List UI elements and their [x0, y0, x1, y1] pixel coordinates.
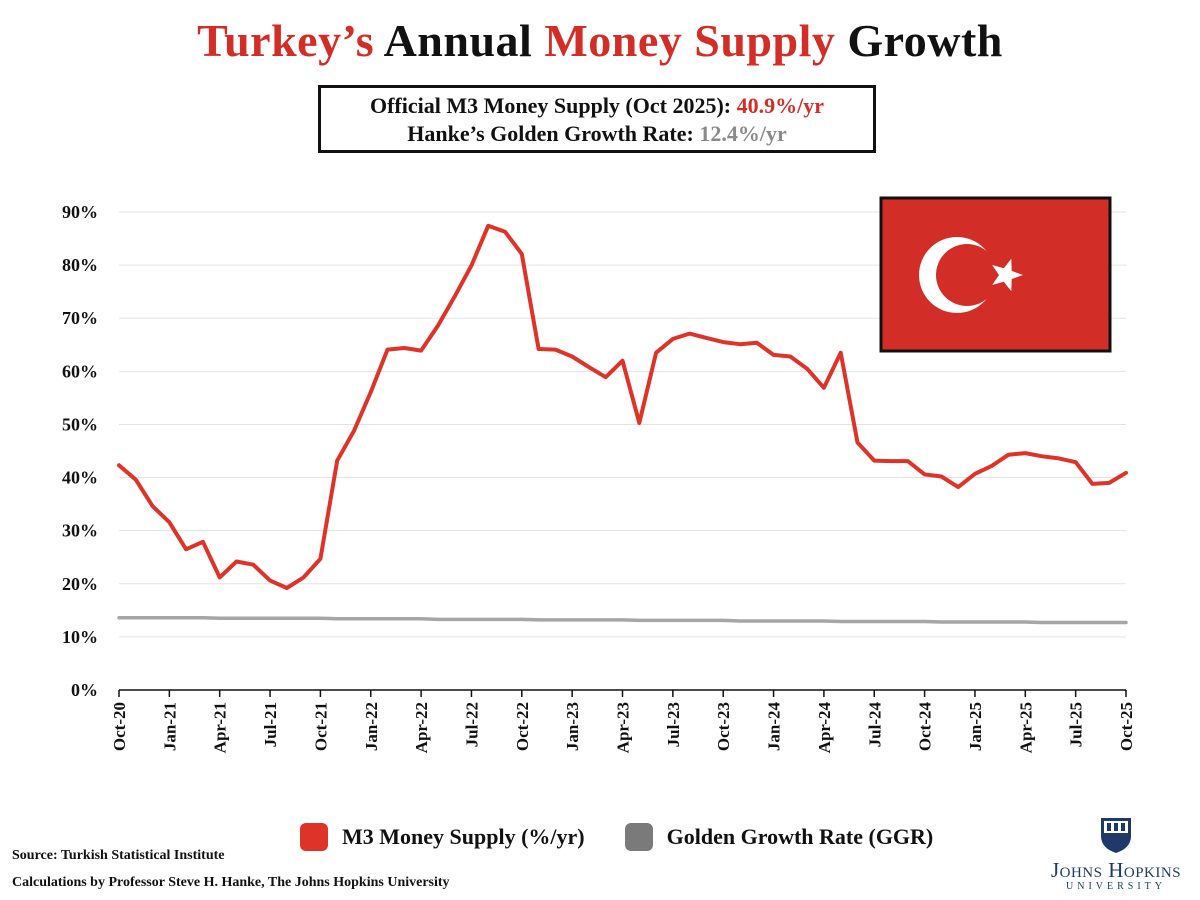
jhu-university: UNIVERSITY — [1066, 881, 1166, 892]
info-box: Official M3 Money Supply (Oct 2025): 40.… — [318, 85, 876, 153]
legend-swatch-m3 — [300, 823, 328, 851]
ggr-label: Hanke’s Golden Growth Rate: — [407, 121, 700, 146]
x-tick-label: Jan-25 — [966, 702, 985, 751]
y-tick-label: 50% — [62, 414, 98, 434]
y-tick-label: 90% — [62, 202, 98, 222]
x-tick-label: Jul-21 — [261, 702, 280, 747]
x-tick-label: Apr-21 — [211, 702, 230, 753]
source-note: Source: Turkish Statistical Institute — [12, 848, 225, 863]
title-part-1: Turkey’s — [197, 15, 375, 66]
y-tick-label: 70% — [62, 308, 98, 328]
title-part-2: Annual — [374, 15, 545, 66]
jhu-name: Johns Hopkins — [1050, 858, 1182, 882]
x-tick-label: Oct-25 — [1117, 702, 1136, 751]
turkey-flag-icon — [879, 196, 1112, 353]
series-golden-growth-rate — [117, 616, 1128, 625]
title-part-3: Money Supply — [544, 15, 836, 66]
x-tick-label: Oct-20 — [110, 702, 129, 751]
y-tick-label: 10% — [62, 627, 98, 647]
x-tick-label: Apr-23 — [614, 702, 633, 753]
legend-label-m3: M3 Money Supply (%/yr) — [342, 824, 585, 849]
legend-item-ggr: Golden Growth Rate (GGR) — [624, 823, 934, 851]
jhu-shield-icon — [1101, 818, 1131, 853]
y-tick-label: 80% — [62, 255, 98, 275]
y-tick-label: 40% — [62, 468, 98, 488]
y-tick-label: 20% — [62, 574, 98, 594]
y-tick-label: 60% — [62, 361, 98, 381]
ggr-value: 12.4%/yr — [699, 121, 787, 146]
jhu-logo: Johns Hopkins UNIVERSITY — [1036, 816, 1196, 893]
flag-crescent-inner — [936, 244, 998, 306]
y-axis-ticks: 0% 10% 20% 30% 40% 50% 60% 70% 80% 90% — [62, 202, 98, 700]
x-tick-label: Apr-22 — [412, 702, 431, 753]
m3-label: Official M3 Money Supply (Oct 2025): — [369, 93, 737, 118]
m3-value: 40.9%/yr — [736, 93, 825, 118]
x-axis-ticks: Oct-20 Jan-21 Apr-21 Jul-21 Oct-21 Jan-22 Apr-… — [110, 702, 1136, 754]
x-tick-label: Jan-21 — [160, 702, 179, 751]
x-tick-label: Oct-24 — [916, 702, 935, 752]
x-tick-label: Oct-22 — [513, 702, 532, 751]
title-part-4: Growth — [835, 15, 1003, 66]
legend-item-m3: M3 Money Supply (%/yr) — [300, 823, 585, 851]
x-tick-label: Jul-25 — [1067, 702, 1086, 747]
x-tick-label: Apr-25 — [1016, 702, 1035, 753]
chart-title: Turkey’s Annual Money Supply Growth — [0, 14, 1200, 67]
flag-star — [992, 258, 1023, 292]
legend-label-ggr: Golden Growth Rate (GGR) — [666, 824, 934, 849]
x-tick-label: Jul-22 — [462, 702, 481, 747]
x-tick-label: Jul-23 — [664, 702, 683, 747]
x-tick-label: Jan-22 — [362, 702, 381, 751]
series-m3-money-supply — [117, 223, 1128, 590]
series-lines — [117, 223, 1128, 625]
y-tick-label: 0% — [71, 680, 98, 700]
x-tick-label: Jul-24 — [865, 702, 884, 748]
x-axis — [118, 689, 1127, 697]
y-tick-label: 30% — [62, 521, 98, 541]
calculations-note: Calculations by Professor Steve H. Hanke… — [12, 875, 450, 890]
x-tick-label: Oct-21 — [311, 702, 330, 751]
x-tick-label: Oct-23 — [714, 702, 733, 751]
x-tick-label: Apr-24 — [815, 702, 834, 754]
x-tick-label: Jan-24 — [765, 702, 784, 752]
legend-swatch-ggr — [624, 823, 653, 851]
x-tick-label: Jan-23 — [563, 702, 582, 751]
legend: M3 Money Supply (%/yr) Golden Growth Rat… — [300, 823, 973, 851]
